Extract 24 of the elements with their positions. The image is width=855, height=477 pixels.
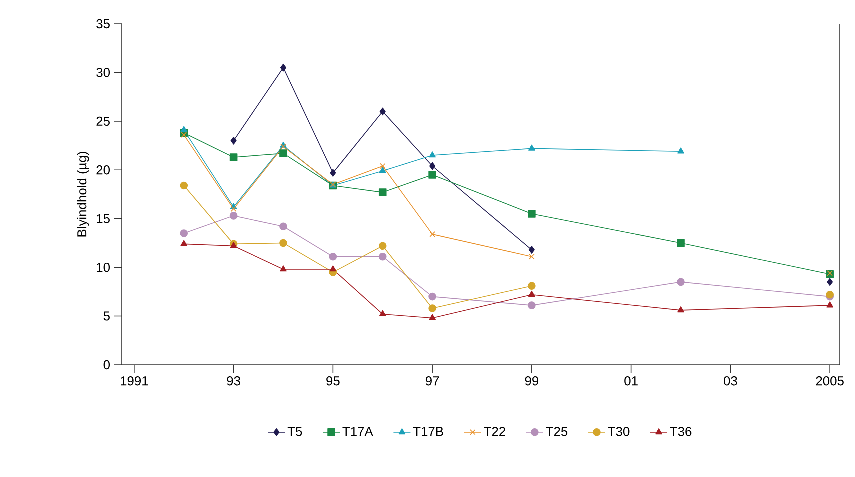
x-tick-label: 1991	[121, 376, 148, 386]
y-tick-label: 25	[96, 116, 110, 126]
legend-label: T17A	[342, 427, 374, 436]
x-tick-label: 99	[525, 376, 539, 386]
x-tick-label: 95	[326, 376, 340, 386]
legend-label: T17B	[413, 427, 444, 436]
legend-label: T5	[288, 427, 302, 436]
y-tick-label: 35	[96, 19, 110, 29]
y-tick-label: 10	[97, 262, 110, 272]
x-tick-label: 93	[227, 376, 240, 386]
y-tick-label: 20	[96, 166, 110, 175]
y-tick-label: 0	[104, 360, 110, 370]
legend-label: T22	[484, 427, 506, 436]
legend-label: T25	[546, 427, 568, 436]
x-tick-label: 97	[426, 376, 440, 386]
x-tick-label: 01	[624, 376, 638, 386]
y-axis-title: Blyindhold (µg)	[77, 152, 90, 237]
x-tick-label: 2005	[816, 376, 844, 386]
legend-label: T36	[670, 427, 692, 436]
legend-label: T30	[608, 427, 630, 436]
y-tick-label: 30	[96, 68, 110, 78]
y-tick-label: 15	[97, 214, 110, 224]
y-tick-label: 5	[104, 312, 110, 321]
x-tick-label: 03	[724, 376, 738, 386]
